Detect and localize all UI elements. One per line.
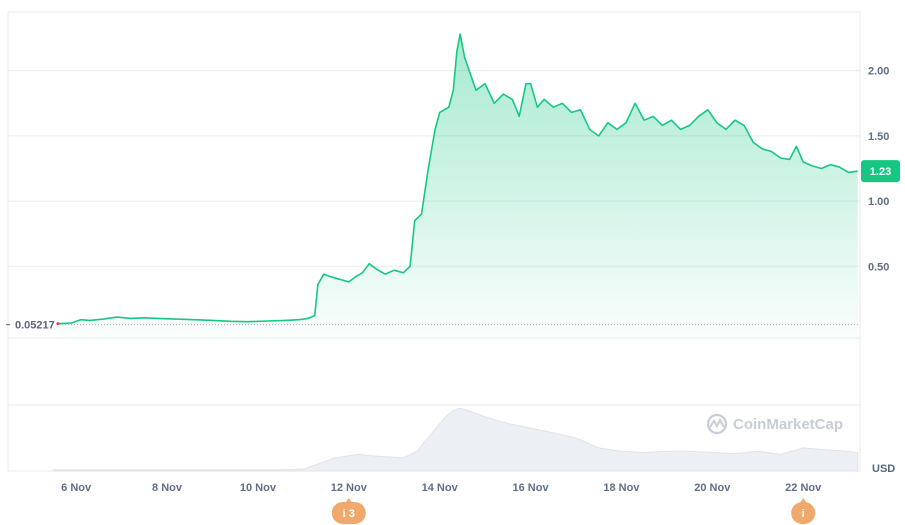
annotation-label: i 3 [343, 508, 355, 520]
annotation-label: i [802, 508, 805, 520]
y-tick-label: 1.00 [868, 196, 889, 208]
coinmarketcap-logo-icon [706, 413, 728, 435]
x-tick-label: 8 Nov [152, 482, 183, 494]
x-tick-label: 18 Nov [603, 482, 640, 494]
x-tick-label: 20 Nov [694, 482, 731, 494]
x-tick-label: 10 Nov [240, 482, 277, 494]
y-tick-label: 0.50 [868, 261, 889, 273]
x-tick-label: 14 Nov [422, 482, 459, 494]
annotation-badge [791, 502, 816, 524]
x-tick-label: 22 Nov [785, 482, 822, 494]
price-line [57, 33, 858, 325]
current-price-badge [861, 160, 900, 183]
x-tick-label: 6 Nov [61, 482, 92, 494]
coinmarketcap-logo-mark [709, 417, 725, 429]
current-price-label: 1.23 [870, 166, 891, 178]
volume-area [52, 407, 859, 472]
unit-label: USD [872, 463, 895, 475]
y-tick-label: 2.00 [868, 66, 889, 78]
annotation-badge [331, 502, 366, 524]
y-tick-label: 1.50 [868, 131, 889, 143]
start-marker [56, 322, 60, 326]
price-area [58, 34, 858, 338]
watermark-text: CoinMarketCap [733, 416, 843, 433]
baseline-label: 0.05217 [15, 320, 55, 332]
x-tick-label: 16 Nov [513, 482, 550, 494]
x-tick-label: 12 Nov [331, 482, 368, 494]
